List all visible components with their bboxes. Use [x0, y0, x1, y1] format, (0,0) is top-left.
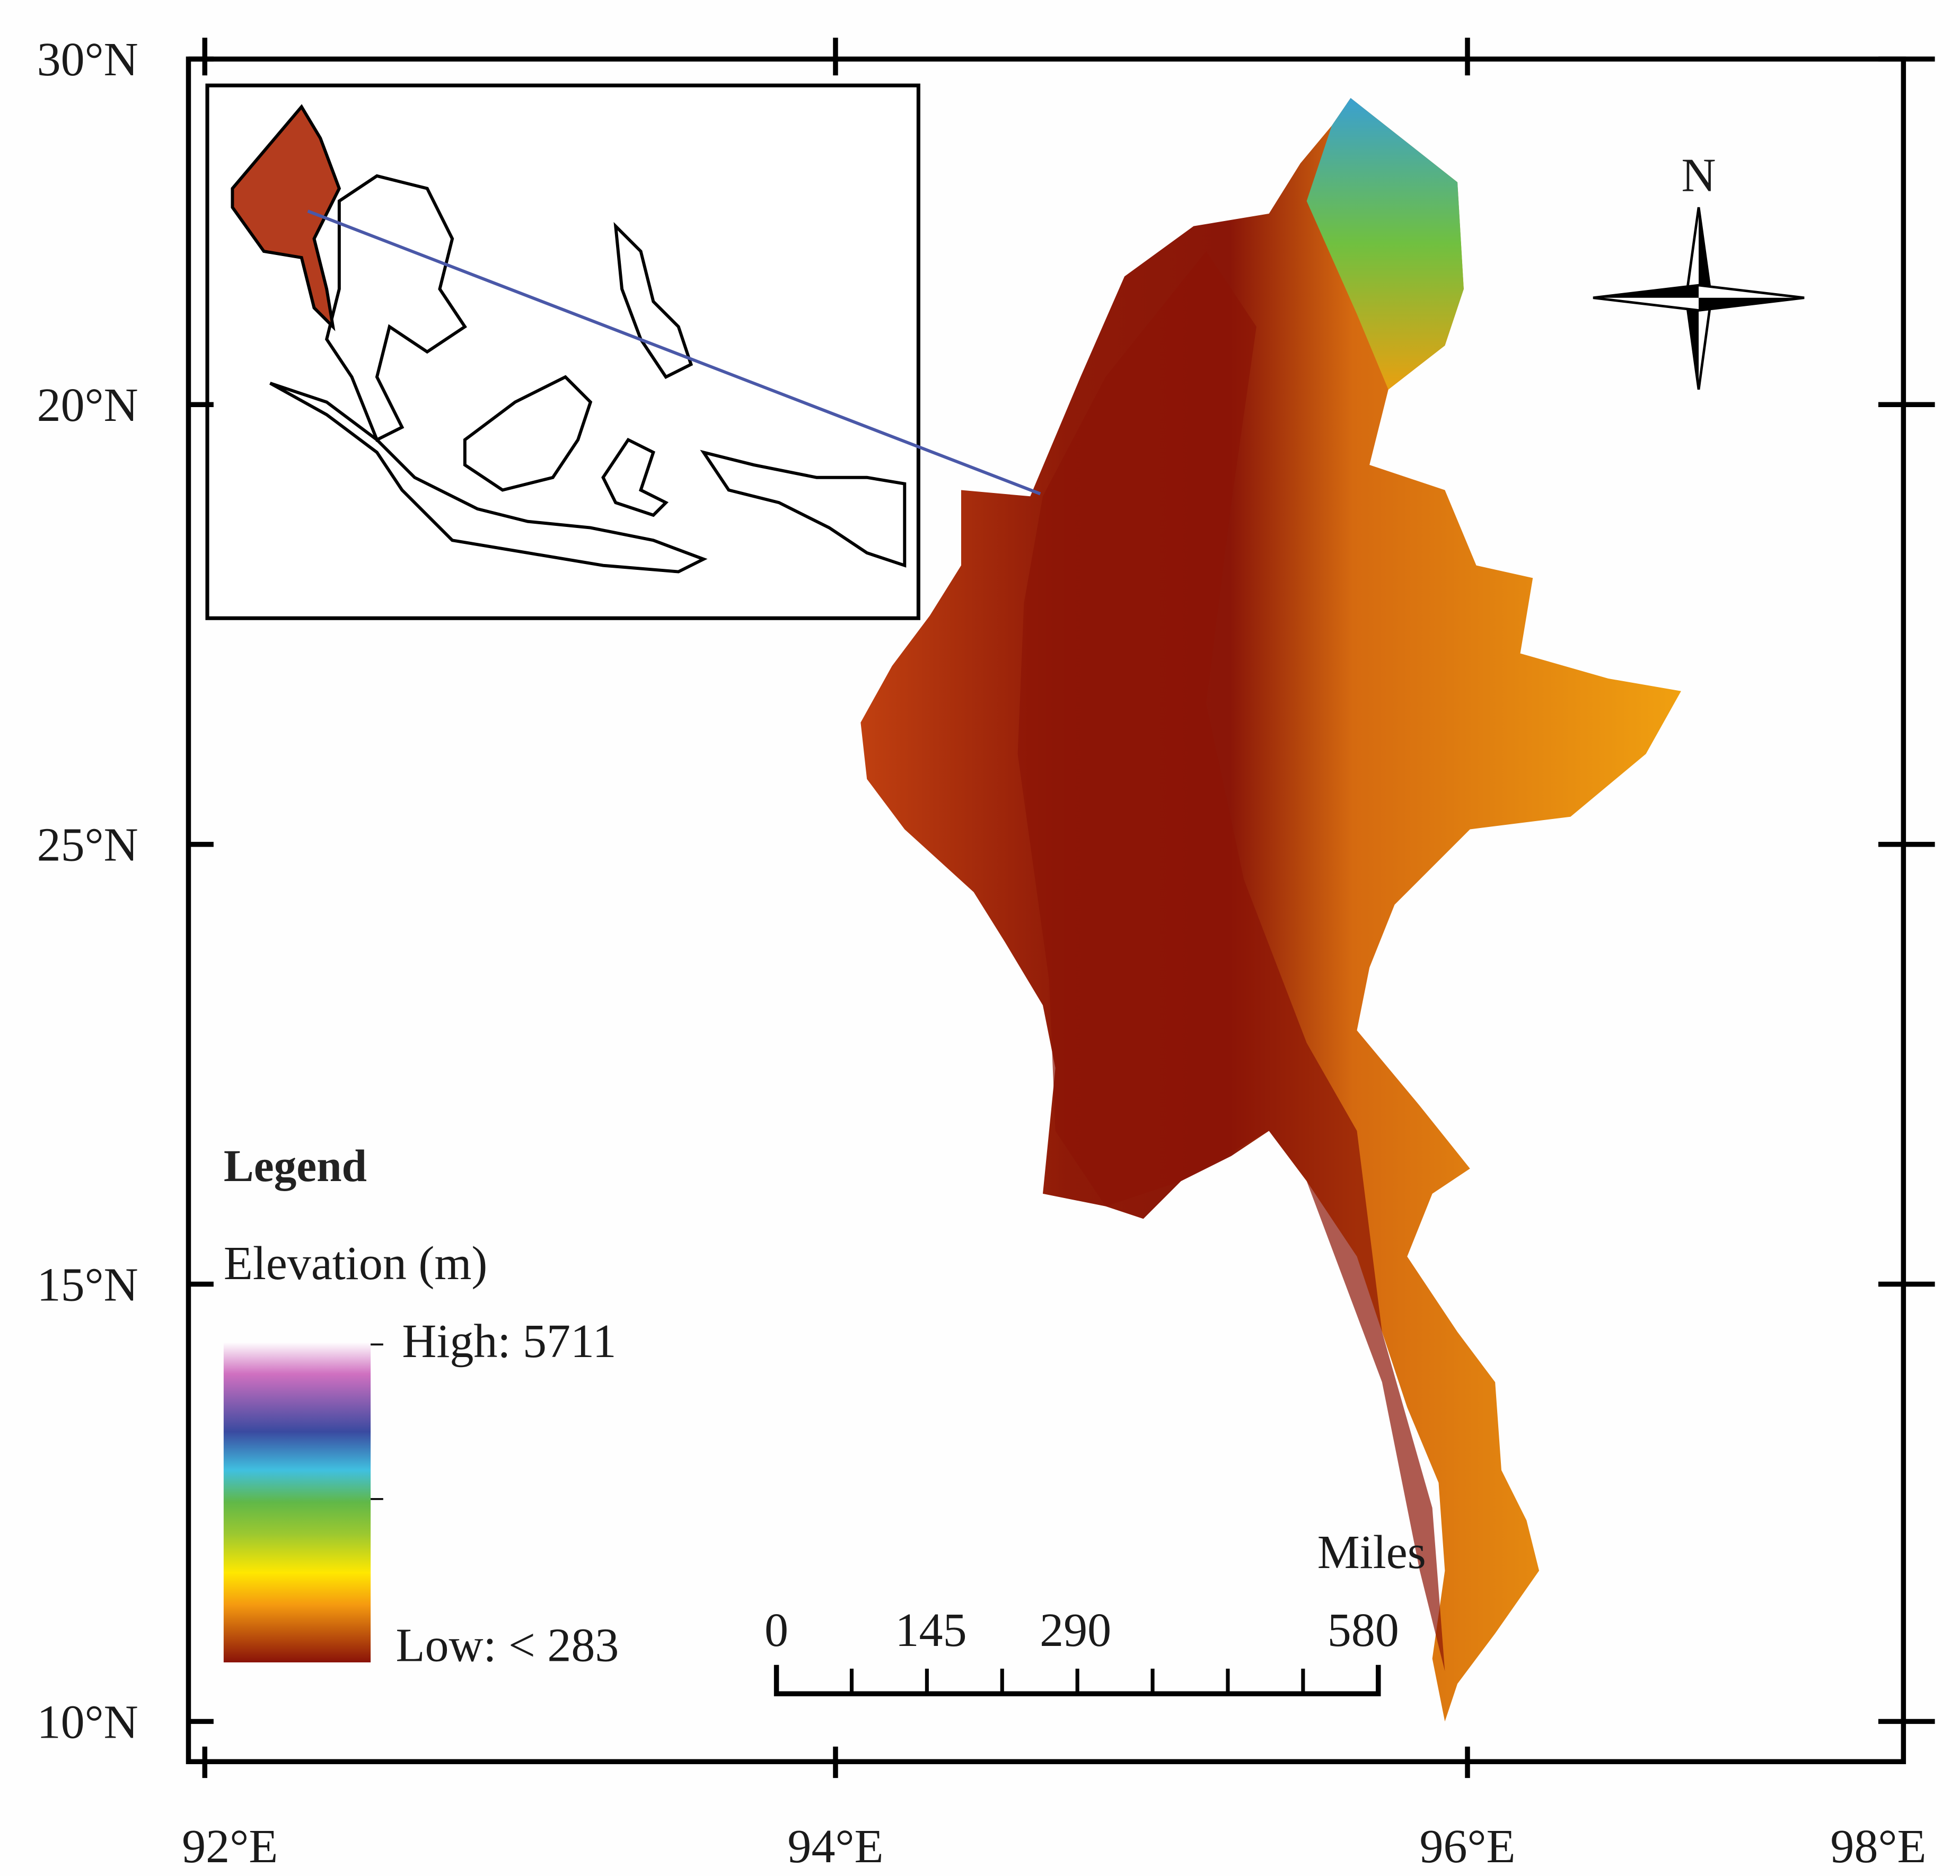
- legend-colorbar: [223, 1342, 371, 1663]
- north-arrow: N: [1593, 149, 1805, 390]
- lat-label: 10°N: [37, 1696, 138, 1748]
- legend-high: High: 5711: [402, 1315, 616, 1368]
- lon-label: 96°E: [1419, 1820, 1515, 1873]
- inset-outlines: [269, 174, 907, 574]
- central-lowlands: [1017, 251, 1445, 1671]
- lon-label: 94°E: [787, 1820, 883, 1873]
- inset-connector: [307, 209, 1041, 496]
- map-frame: [186, 56, 1906, 1765]
- scale-label: 145: [895, 1604, 967, 1657]
- legend-subtitle: Elevation (m): [224, 1237, 488, 1290]
- scale-label: 580: [1328, 1604, 1399, 1657]
- country-raster: [860, 98, 1681, 1722]
- lon-label: 98°E: [1830, 1820, 1926, 1873]
- scale-label: 290: [1040, 1604, 1111, 1657]
- scale-unit: Miles: [1317, 1526, 1426, 1579]
- lat-label: 15°N: [37, 1258, 138, 1311]
- lat-label: 30°N: [37, 33, 138, 86]
- legend-title: Legend: [224, 1141, 367, 1191]
- scale-label: 0: [764, 1604, 788, 1657]
- inset-myanmar: [231, 104, 341, 331]
- lat-label: 25°N: [37, 819, 138, 871]
- lat-label: 20°N: [37, 379, 138, 431]
- scale-bar: Miles 0 145 290 580: [764, 1526, 1426, 1697]
- compass-label: N: [1682, 149, 1716, 201]
- northern-highlands: [1306, 98, 1464, 390]
- lon-label: 92°E: [182, 1820, 278, 1873]
- legend-low: Low: < 283: [396, 1619, 619, 1672]
